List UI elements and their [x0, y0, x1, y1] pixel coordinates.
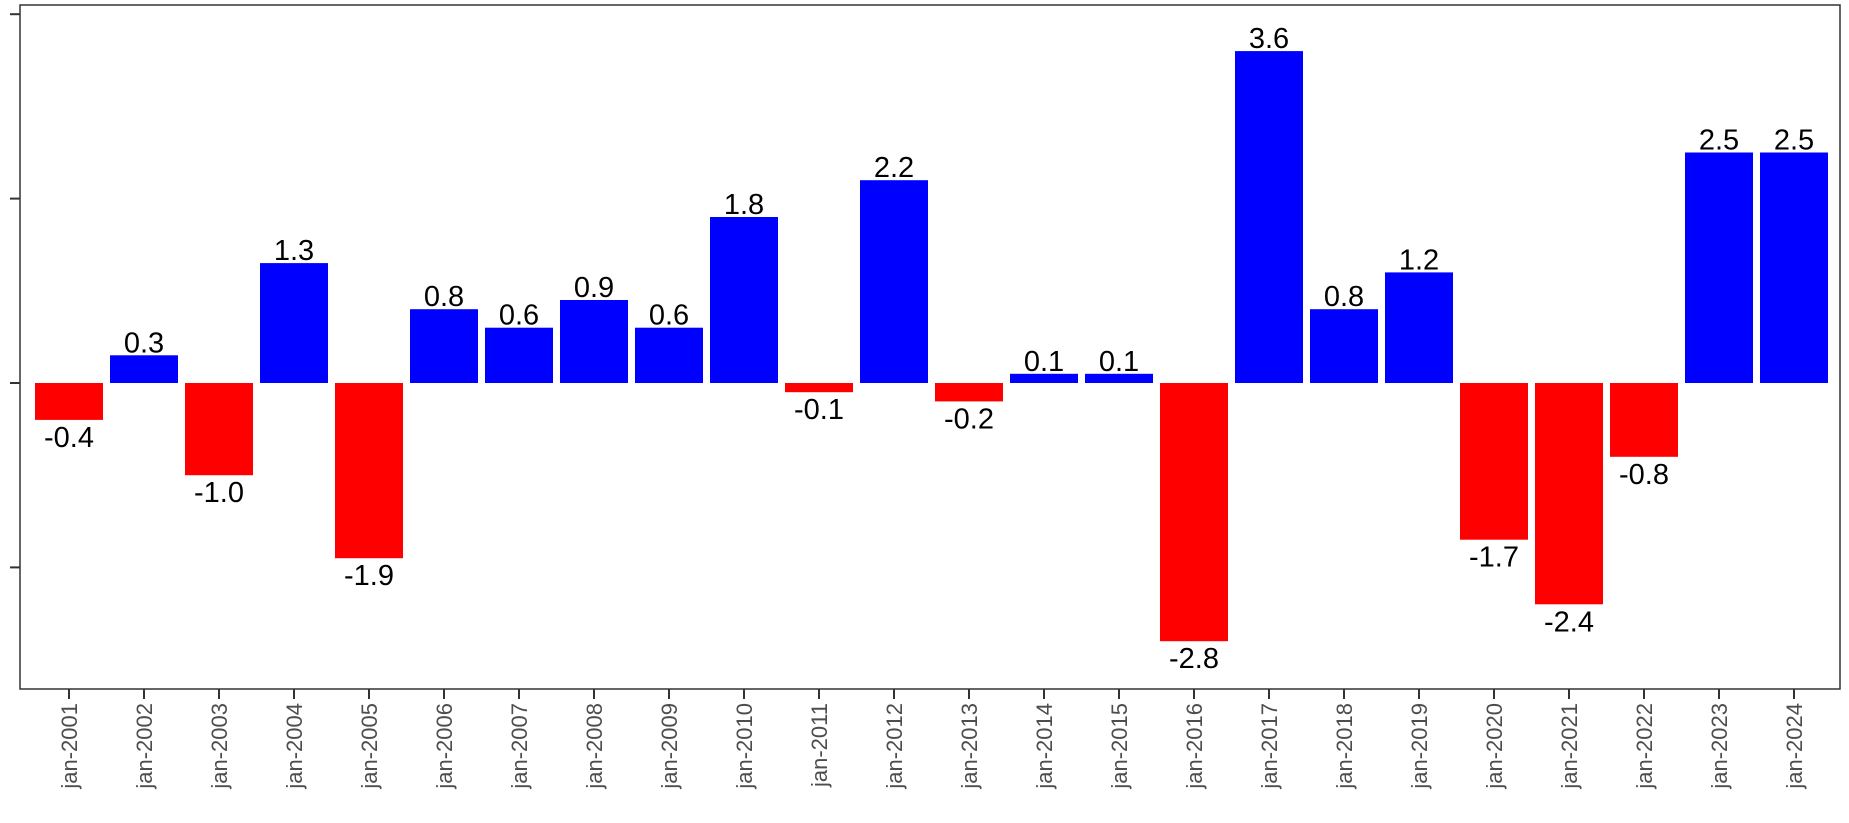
bar-value-label: -1.7 [1469, 542, 1519, 574]
x-tick-label: jan-2002 [132, 703, 157, 790]
x-tick-label: jan-2004 [282, 703, 307, 790]
bar-value-label: 2.2 [874, 152, 914, 184]
x-tick-label: jan-2010 [732, 703, 757, 790]
bar-jan-2014 [1010, 373, 1078, 383]
x-tick-label: jan-2009 [657, 703, 682, 790]
y-axis-ticks [10, 13, 20, 569]
bar-value-label: 0.1 [1024, 346, 1064, 378]
bar-value-label: -0.8 [1619, 459, 1669, 491]
x-tick-label: jan-2015 [1107, 703, 1132, 790]
bar-jan-2011 [785, 383, 853, 393]
bar-value-label: 0.3 [124, 327, 164, 359]
bar-jan-2007 [485, 327, 553, 383]
bar-value-label: -2.8 [1169, 643, 1219, 675]
x-tick-label: jan-2007 [507, 703, 532, 790]
bar-jan-2012 [860, 180, 928, 383]
bar-value-label: -1.9 [344, 560, 394, 592]
bar-jan-2003 [185, 383, 253, 476]
bar-jan-2004 [260, 263, 328, 383]
x-tick-label: jan-2001 [57, 703, 82, 790]
bar-jan-2001 [35, 383, 103, 420]
x-tick-label: jan-2018 [1332, 703, 1357, 790]
bar-jan-2009 [635, 327, 703, 383]
x-tick-label: jan-2006 [432, 703, 457, 790]
bar-value-label: 1.3 [274, 235, 314, 267]
bar-jan-2019 [1385, 272, 1453, 383]
x-tick-label: jan-2023 [1707, 703, 1732, 790]
bar-value-label: 2.5 [1774, 125, 1814, 157]
x-tick-label: jan-2008 [582, 703, 607, 790]
x-tick-label: jan-2020 [1482, 703, 1507, 790]
bar-jan-2020 [1460, 383, 1528, 540]
x-tick-label: jan-2003 [207, 703, 232, 790]
bar-value-label: 1.8 [724, 189, 764, 221]
bar-jan-2018 [1310, 309, 1378, 383]
bar-value-label: -0.4 [44, 422, 94, 454]
bar-value-label: 0.8 [1324, 281, 1364, 313]
bar-value-label: -1.0 [194, 477, 244, 509]
bar-jan-2017 [1235, 51, 1303, 383]
bar-jan-2005 [335, 383, 403, 559]
bar-jan-2013 [935, 383, 1003, 402]
bar-value-label: -2.4 [1544, 606, 1594, 638]
bar-labels-group: -0.4 0.3 -1.0 1.3 -1.9 0.8 0.6 0.9 0.6 1.8 -0.1 2.2… [44, 23, 1814, 675]
x-tick-label: jan-2022 [1632, 703, 1657, 790]
x-tick-label: jan-2016 [1182, 703, 1207, 790]
bar-value-label: 0.8 [424, 281, 464, 313]
bar-jan-2021 [1535, 383, 1603, 605]
x-tick-label: jan-2013 [957, 703, 982, 790]
bar-jan-2024 [1760, 152, 1828, 383]
plot-panel-border [19, 4, 1841, 690]
bar-jan-2008 [560, 300, 628, 383]
bar-value-label: 1.2 [1399, 244, 1439, 276]
x-tick-label: jan-2011 [807, 703, 832, 788]
x-tick-label: jan-2024 [1782, 703, 1807, 790]
x-tick-label: jan-2019 [1407, 703, 1432, 790]
bars-group [35, 51, 1828, 642]
x-tick-label: jan-2005 [357, 703, 382, 790]
bar-jan-2023 [1685, 152, 1753, 383]
bar-value-label: 0.6 [649, 300, 689, 332]
bar-value-label: 0.9 [574, 272, 614, 304]
bar-jan-2015 [1085, 373, 1153, 383]
bar-value-label: 0.1 [1099, 346, 1139, 378]
bar-jan-2002 [110, 355, 178, 383]
bar-value-label: -0.1 [794, 394, 844, 426]
bar-jan-2010 [710, 217, 778, 383]
x-tick-label: jan-2014 [1032, 703, 1057, 790]
bar-value-label: -0.2 [944, 403, 994, 435]
x-tick-label: jan-2021 [1557, 703, 1582, 790]
bar-value-label: 3.6 [1249, 23, 1289, 55]
x-tick-label: jan-2012 [882, 703, 907, 790]
bar-jan-2022 [1610, 383, 1678, 457]
x-tick-label: jan-2017 [1257, 703, 1282, 790]
bar-value-label: 0.6 [499, 300, 539, 332]
bar-jan-2006 [410, 309, 478, 383]
bar-jan-2016 [1160, 383, 1228, 642]
x-axis-labels: jan-2001 jan-2002 jan-2003 jan-2004 jan-2005… [57, 703, 1807, 790]
bar-value-label: 2.5 [1699, 125, 1739, 157]
x-axis-ticks [68, 689, 1795, 699]
